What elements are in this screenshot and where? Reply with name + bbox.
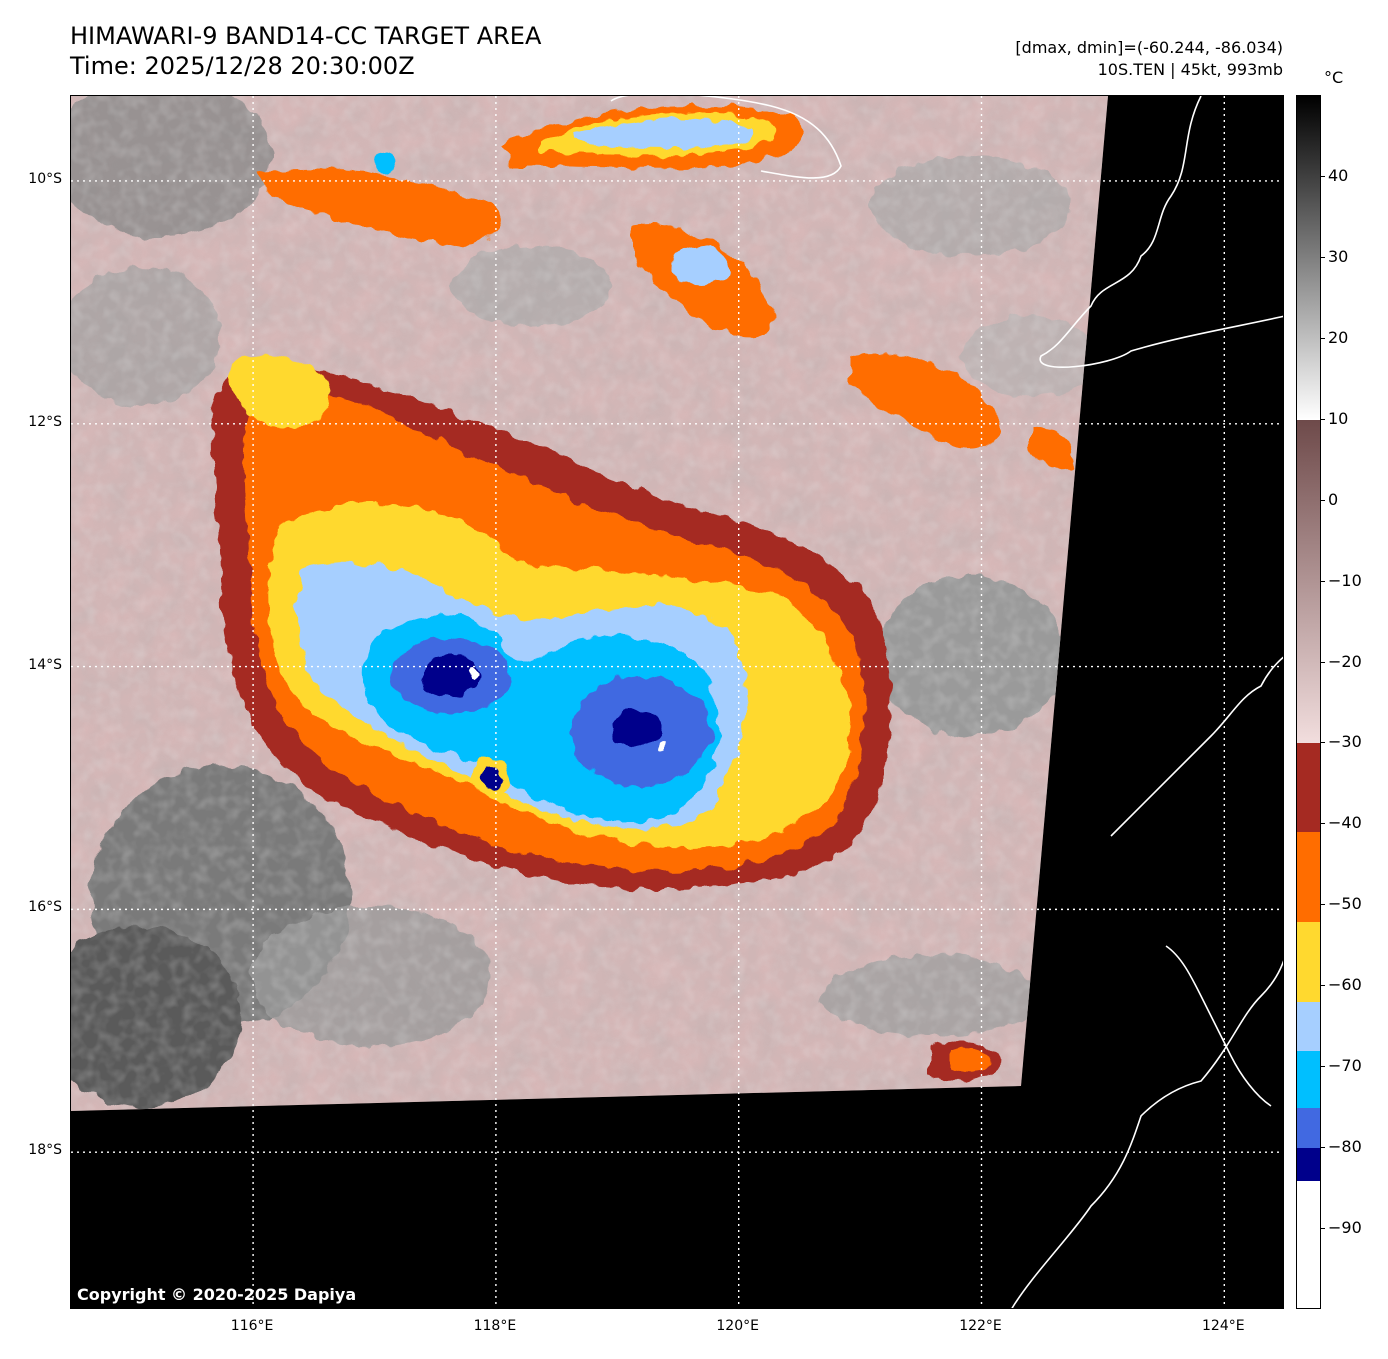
colorbar-unit: °C bbox=[1324, 68, 1344, 87]
temperature-range: [dmax, dmin]=(-60.244, -86.034) bbox=[1015, 38, 1283, 57]
colorbar-tick bbox=[1320, 256, 1325, 258]
timestamp: Time: 2025/12/28 20:30:00Z bbox=[70, 52, 415, 80]
contour-neg84 bbox=[421, 654, 481, 698]
coldest-pixel bbox=[657, 742, 665, 750]
colorbar-tick bbox=[1320, 337, 1325, 339]
south-cell-core bbox=[951, 1048, 991, 1072]
colorbar-tick-label: −70 bbox=[1328, 1056, 1362, 1076]
longitude-label: 116°E bbox=[230, 1318, 274, 1334]
satellite-swath bbox=[71, 96, 1108, 1111]
colorbar-segment bbox=[1297, 1148, 1320, 1181]
small-cell-core bbox=[479, 764, 503, 788]
north-band-cold bbox=[571, 119, 753, 148]
colorbar-tick bbox=[1320, 1228, 1325, 1230]
longitude-label: 122°E bbox=[959, 1318, 1002, 1334]
latitude-label: 12°S bbox=[28, 413, 62, 430]
coastline-kimberley bbox=[1110, 656, 1283, 837]
northwest-band bbox=[261, 167, 499, 246]
colorbar-tick-label: 30 bbox=[1328, 246, 1349, 266]
colorbar-tick bbox=[1320, 904, 1325, 906]
colorbar-tick bbox=[1320, 418, 1325, 420]
colorbar bbox=[1296, 95, 1321, 1309]
colorbar-tick-label: −80 bbox=[1328, 1137, 1362, 1157]
contour-neg84 bbox=[611, 710, 661, 746]
colorbar-tick-label: −40 bbox=[1328, 813, 1362, 833]
latitude-label: 14°S bbox=[28, 656, 62, 673]
longitude-label: 120°E bbox=[716, 1318, 759, 1334]
north-cluster-core bbox=[671, 246, 731, 286]
northwest-cell bbox=[376, 154, 396, 174]
colorbar-segment bbox=[1297, 1051, 1320, 1109]
colorbar-tick-label: −90 bbox=[1328, 1218, 1362, 1238]
satellite-map: Copyright © 2020-2025 Dapiya bbox=[70, 95, 1284, 1309]
colorbar-tick-label: −50 bbox=[1328, 894, 1362, 914]
east-band bbox=[851, 353, 999, 449]
colorbar-tick bbox=[1320, 499, 1325, 501]
chart-title: HIMAWARI-9 BAND14-CC TARGET AREA bbox=[70, 22, 542, 50]
latitude-label: 10°S bbox=[28, 170, 62, 187]
colorbar-tick-label: −60 bbox=[1328, 975, 1362, 995]
colorbar-segment bbox=[1297, 921, 1320, 1003]
colorbar-tick-label: −10 bbox=[1328, 570, 1362, 590]
colorbar-tick bbox=[1320, 175, 1325, 177]
copyright-text: Copyright © 2020-2025 Dapiya bbox=[77, 1285, 357, 1304]
colorbar-tick bbox=[1320, 823, 1325, 825]
colorbar-segment bbox=[1297, 832, 1320, 922]
cold-cloud-shields bbox=[210, 106, 1074, 1081]
colorbar-tick-label: −20 bbox=[1328, 651, 1362, 671]
coastlines bbox=[610, 96, 1283, 1308]
map-canvas bbox=[71, 96, 1283, 1308]
island-outline bbox=[610, 96, 842, 179]
longitude-label: 124°E bbox=[1202, 1318, 1245, 1334]
coldest-pixel bbox=[469, 668, 479, 678]
colorbar-tick-label: 20 bbox=[1328, 327, 1349, 347]
west-blob bbox=[230, 354, 332, 427]
longitude-label: 118°E bbox=[473, 1318, 517, 1334]
colorbar-segment bbox=[1297, 1180, 1320, 1308]
colorbar-tick-label: 0 bbox=[1328, 489, 1339, 509]
coastline-south bbox=[1011, 960, 1283, 1308]
colorbar-segment bbox=[1297, 419, 1320, 744]
storm-info: 10S.TEN | 45kt, 993mb bbox=[1097, 60, 1283, 79]
colorbar-tick-label: 10 bbox=[1328, 408, 1349, 428]
colorbar-segment bbox=[1297, 1107, 1320, 1149]
colorbar-tick bbox=[1320, 1147, 1325, 1149]
colorbar-tick-label: −30 bbox=[1328, 732, 1362, 752]
latitude-label: 16°S bbox=[28, 899, 62, 916]
colorbar-tick-label: 40 bbox=[1328, 165, 1349, 185]
latitude-label: 18°S bbox=[28, 1142, 62, 1159]
graticule bbox=[71, 96, 1283, 1308]
colorbar-segment bbox=[1297, 743, 1320, 833]
colorbar-segment bbox=[1297, 1002, 1320, 1052]
colorbar-tick bbox=[1320, 1066, 1325, 1068]
colorbar-tick bbox=[1320, 742, 1325, 744]
colorbar-segment bbox=[1297, 96, 1320, 421]
colorbar-tick bbox=[1320, 661, 1325, 663]
colorbar-tick bbox=[1320, 985, 1325, 987]
colorbar-tick bbox=[1320, 580, 1325, 582]
coastline-north bbox=[1039, 96, 1283, 368]
east-cell bbox=[1031, 426, 1074, 470]
coastline-bay bbox=[1165, 945, 1272, 1107]
